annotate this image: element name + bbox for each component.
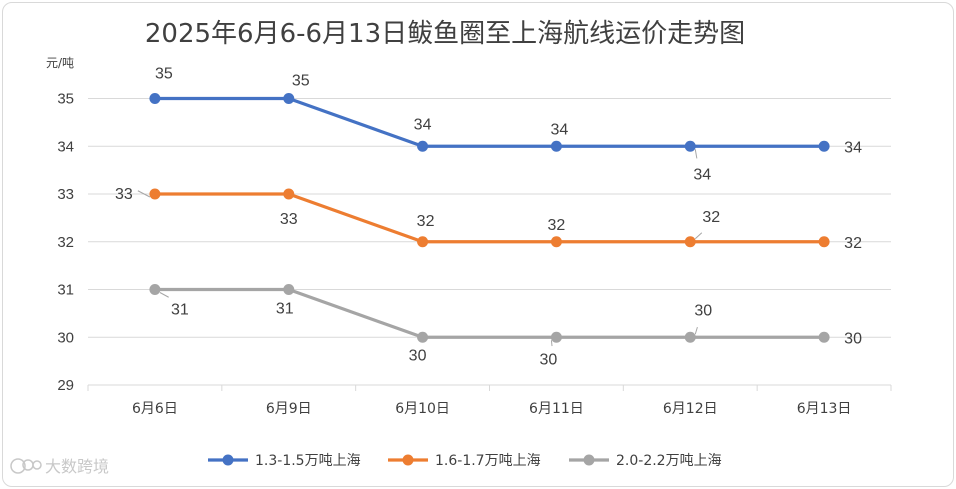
y-tick-label: 33	[57, 186, 74, 203]
y-tick-label: 32	[57, 234, 74, 251]
y-tick-label: 29	[57, 377, 74, 394]
watermark-text: 大数跨境	[45, 457, 109, 476]
series-lines	[149, 93, 830, 343]
legend-marker	[222, 454, 234, 466]
data-label: 32	[548, 217, 566, 234]
data-point	[818, 236, 830, 248]
data-label-leader	[550, 340, 553, 347]
data-label: 31	[276, 301, 294, 318]
data-point	[417, 331, 429, 343]
data-label: 33	[115, 186, 133, 203]
data-label: 30	[844, 330, 862, 347]
legend: 1.3-1.5万吨上海 1.6-1.7万吨上海 2.0-2.2万吨上海	[208, 453, 722, 469]
y-tick-label: 30	[57, 329, 74, 346]
data-label: 35	[155, 66, 173, 83]
y-tick-label: 35	[57, 91, 74, 108]
data-label: 33	[280, 211, 298, 228]
data-point	[550, 140, 562, 152]
data-label: 34	[693, 166, 711, 183]
series-line-2	[154, 192, 825, 244]
data-point	[149, 93, 161, 104]
data-point	[550, 331, 562, 343]
y-tick-label: 31	[57, 282, 74, 299]
legend-marker	[583, 454, 595, 466]
legend-marker	[402, 454, 414, 466]
data-point	[818, 331, 830, 343]
data-label: 34	[551, 121, 569, 138]
y-tick-label: 34	[57, 138, 74, 155]
data-label-leader	[159, 292, 169, 298]
data-label: 32	[417, 213, 435, 230]
data-point	[684, 236, 696, 248]
data-point	[283, 93, 295, 104]
data-point	[550, 236, 562, 248]
data-point	[417, 236, 429, 248]
data-labels: 35 35 34 34 34 34 33 33 32 32 32 32 31 31 30 30 30 30	[115, 66, 862, 369]
legend-label: 1.3-1.5万吨上海	[255, 453, 361, 469]
data-label-leader	[694, 232, 703, 240]
data-label: 34	[414, 116, 432, 133]
data-label: 30	[409, 347, 427, 364]
data-point	[283, 188, 295, 200]
data-label: 31	[171, 302, 189, 319]
data-point	[818, 140, 830, 152]
data-point	[417, 140, 429, 152]
data-point	[283, 284, 295, 295]
brand-logo-icon	[10, 458, 42, 474]
data-point	[684, 331, 696, 343]
data-label: 30	[540, 351, 558, 368]
data-label: 35	[292, 73, 310, 90]
x-axis-ticks: 6月6日 6月9日 6月10日 6月11日 6月12日 6月13日	[132, 401, 851, 417]
data-label: 30	[694, 302, 712, 319]
gridlines	[87, 98, 892, 391]
x-tick-label: 6月6日	[132, 401, 178, 417]
watermark: 大数跨境	[10, 457, 109, 476]
x-tick-label: 6月10日	[395, 401, 450, 417]
data-label-leader	[694, 149, 698, 159]
data-point	[149, 284, 161, 295]
data-label-leader	[137, 190, 151, 198]
data-label: 32	[844, 235, 862, 252]
data-label: 32	[702, 209, 720, 226]
legend-label: 1.6-1.7万吨上海	[435, 453, 541, 469]
data-point	[684, 140, 696, 152]
y-axis-unit-label: 元/吨	[46, 56, 74, 70]
data-label-leader	[694, 327, 698, 335]
series-line-3	[154, 287, 825, 339]
legend-label: 2.0-2.2万吨上海	[616, 453, 722, 469]
x-tick-label: 6月13日	[797, 401, 852, 417]
data-label: 34	[844, 139, 862, 156]
series-line-1	[154, 96, 825, 148]
data-point	[149, 188, 161, 200]
x-tick-label: 6月11日	[529, 401, 584, 417]
x-tick-label: 6月12日	[663, 401, 718, 417]
y-axis-ticks: 29 30 31 32 33 34 35	[57, 91, 74, 395]
chart-title: 2025年6月6-6月13日鲅鱼圈至上海航线运价走势图	[145, 19, 745, 49]
x-tick-label: 6月9日	[266, 401, 312, 417]
